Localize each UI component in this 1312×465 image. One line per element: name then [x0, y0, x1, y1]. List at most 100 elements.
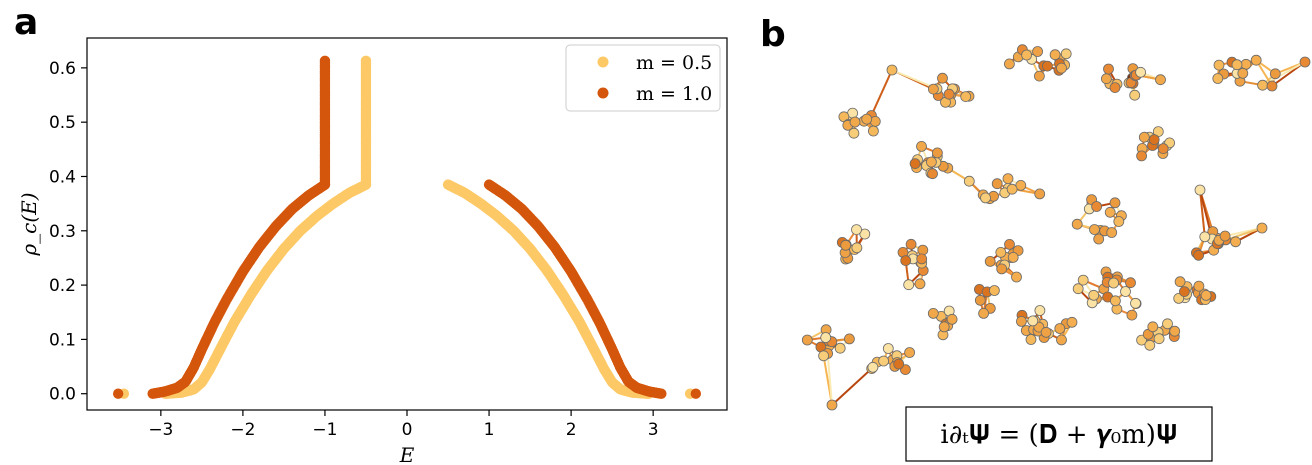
network-node: [1034, 188, 1046, 200]
network-node: [1056, 62, 1067, 74]
network-node: [1200, 289, 1212, 301]
network-node: [1004, 238, 1015, 250]
network-node: [1106, 227, 1118, 238]
network-node: [917, 244, 929, 256]
network-node: [1257, 79, 1268, 91]
network-node: [1199, 231, 1211, 243]
network-node: [1230, 236, 1241, 248]
network-node: [909, 158, 921, 170]
network-node: [1125, 277, 1136, 289]
network-nodes: [801, 44, 1311, 411]
network-node: [1002, 173, 1014, 185]
legend-marker-m05: [597, 56, 609, 68]
legend-label-m10: m = 1.0: [636, 83, 712, 105]
network-node: [1130, 297, 1141, 309]
network-node: [1113, 216, 1125, 227]
network-node: [974, 294, 986, 306]
network-node: [1093, 233, 1105, 245]
y-tick-label: 0.3: [49, 222, 76, 242]
network-node: [878, 355, 889, 367]
network-node: [1088, 289, 1100, 301]
network-node: [859, 228, 871, 240]
network-node: [1066, 316, 1078, 328]
network-node: [1169, 325, 1181, 337]
network-node: [1144, 339, 1156, 351]
network-node: [1269, 68, 1281, 80]
network-node: [991, 178, 1003, 190]
network-node: [801, 334, 813, 346]
network-node: [1060, 48, 1072, 60]
network-node: [1109, 197, 1121, 209]
y-tick-label: 0.4: [49, 167, 76, 187]
network-node: [867, 361, 879, 373]
network-node: [1120, 286, 1131, 297]
x-tick-label: 3: [648, 420, 659, 440]
network-node: [1110, 295, 1121, 307]
network-node: [1193, 249, 1204, 261]
y-axis-label: ρ_c(E): [17, 192, 41, 256]
network-edge: [826, 353, 833, 406]
panel-b-letter: b: [760, 14, 786, 55]
network-node: [1194, 184, 1206, 196]
legend-marker-m10: [597, 87, 609, 99]
network-node: [1108, 277, 1119, 289]
data-point: [319, 55, 331, 67]
network-node: [960, 91, 972, 102]
network-node: [932, 147, 943, 159]
network-node: [1027, 315, 1039, 327]
x-tick-label: 1: [484, 420, 495, 440]
network-node: [1153, 333, 1165, 345]
network-node: [980, 192, 991, 204]
network-node: [1034, 70, 1045, 82]
network-node: [963, 175, 975, 187]
x-axis-label: E: [399, 443, 415, 465]
network-node: [1174, 276, 1186, 288]
network-node: [834, 342, 846, 354]
network-node: [978, 307, 989, 319]
network-node: [916, 253, 928, 265]
network-node: [820, 332, 832, 343]
network-graph: [801, 44, 1311, 411]
network-node: [1219, 230, 1231, 242]
network-node: [1129, 89, 1141, 101]
network-node: [1004, 58, 1015, 70]
network-node: [927, 168, 938, 180]
network-node: [1007, 251, 1019, 263]
network-node: [937, 72, 948, 84]
network-node: [926, 156, 937, 168]
network-node: [943, 88, 955, 100]
network-node: [886, 64, 898, 76]
data-point: [360, 55, 372, 67]
x-axis-ticks: −3 −2 −1 0 1 2 3: [148, 410, 659, 440]
x-tick-label: −1: [312, 420, 337, 440]
network-node: [851, 242, 863, 254]
network-node: [1147, 321, 1159, 333]
network-node: [1025, 334, 1037, 345]
network-node: [1054, 323, 1066, 334]
network-node: [1138, 131, 1150, 143]
x-tick-label: 0: [402, 420, 413, 440]
network-node: [1135, 66, 1146, 78]
network-node: [1179, 286, 1190, 298]
network-node: [904, 347, 915, 358]
network-node: [928, 83, 939, 95]
network-node: [903, 279, 915, 291]
network-node: [1299, 56, 1311, 68]
network-node: [914, 278, 926, 290]
network-node: [1032, 46, 1043, 57]
network-node: [1056, 334, 1067, 346]
network-node: [848, 127, 860, 139]
network-node: [1109, 82, 1121, 93]
network-edge: [870, 69, 893, 116]
x-tick-label: 2: [566, 420, 577, 440]
network-node: [861, 113, 873, 125]
series-points: [118, 55, 696, 399]
data-point: [147, 388, 158, 399]
network-node: [905, 238, 917, 250]
legend: m = 0.5 m = 1.0: [565, 44, 721, 112]
density-chart: −3 −2 −1 0 1 2 3 0.0 0.1 0.2 0.3 0.4 0.5 0.6 E ρ_c(E…: [17, 37, 728, 465]
network-node: [1091, 201, 1102, 212]
network-node: [1089, 224, 1100, 235]
network-node: [1021, 49, 1032, 61]
